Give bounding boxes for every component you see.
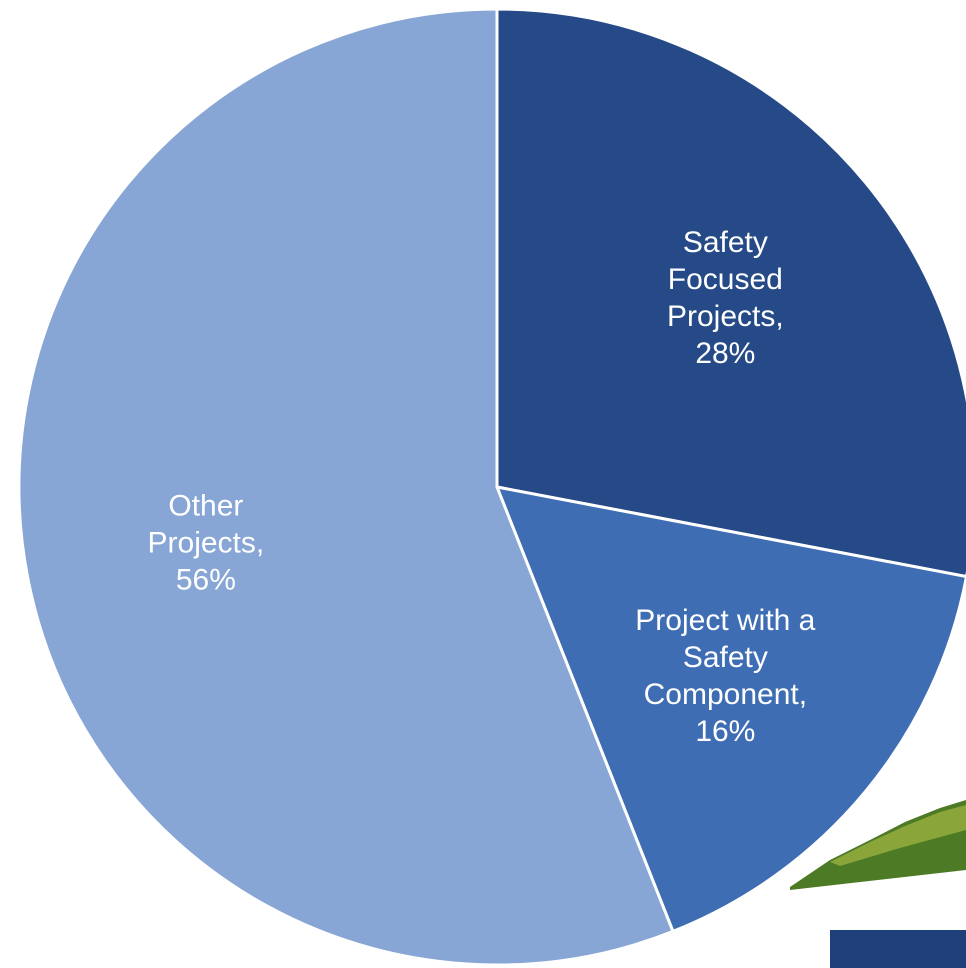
category-label: Other Projects, (111, 487, 301, 561)
page: Safety Focused Projects,28% Project with … (0, 0, 966, 968)
data-label: Project with a Safety Component,16% (630, 602, 820, 750)
value-label: 56% (111, 561, 301, 598)
chart (0, 0, 966, 968)
value-label: 16% (630, 713, 820, 750)
category-label: Safety Focused Projects, (630, 224, 820, 335)
value-label: 28% (630, 335, 820, 372)
data-label: Safety Focused Projects,28% (630, 224, 820, 372)
data-label: Other Projects,56% (111, 487, 301, 598)
category-label: Project with a Safety Component, (630, 602, 820, 713)
